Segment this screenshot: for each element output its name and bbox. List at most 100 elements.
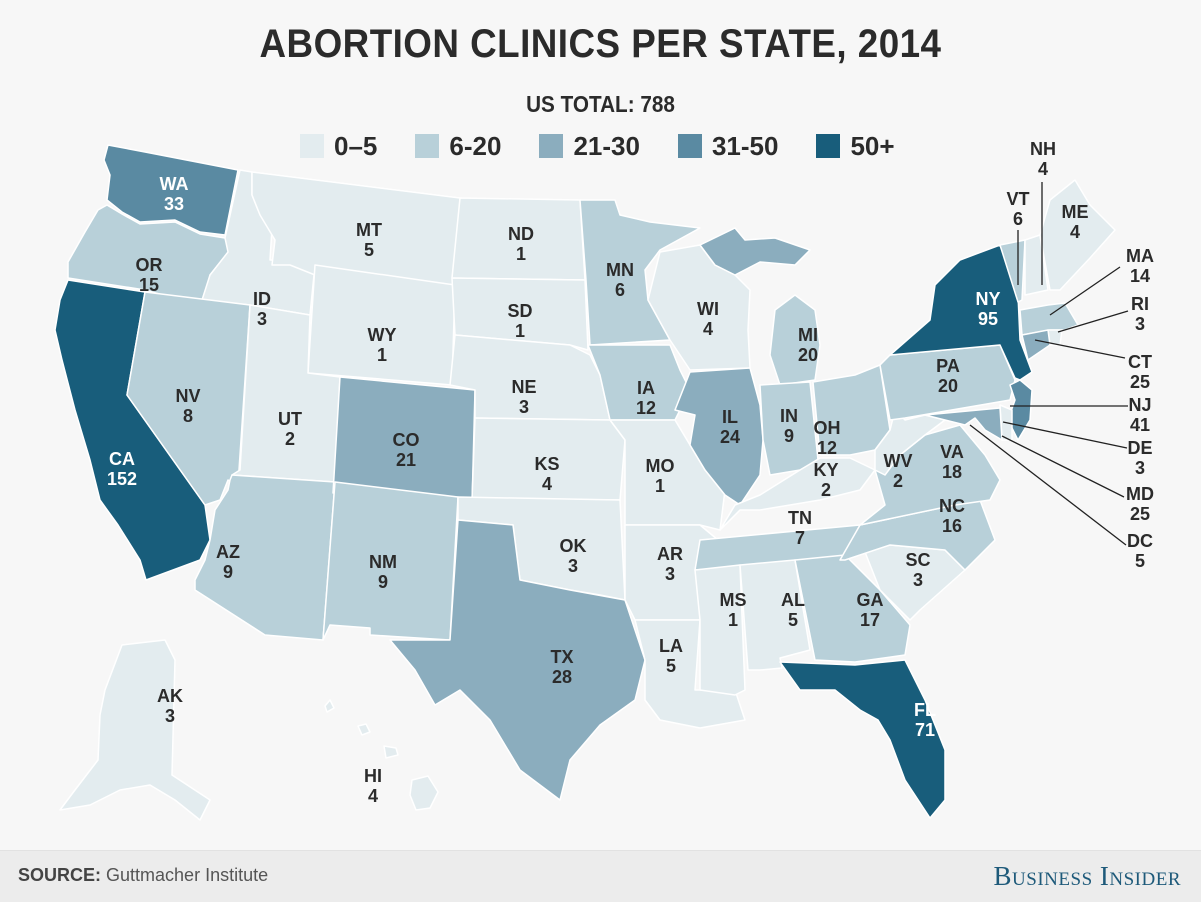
- state-code-label: TX: [550, 647, 573, 667]
- state-code-label: AL: [781, 590, 805, 610]
- state-code-label: SC: [905, 550, 930, 570]
- state-mi: [699, 227, 811, 276]
- state-code-label: OR: [136, 255, 163, 275]
- state-ky: [719, 457, 876, 531]
- state-code-label: LA: [659, 636, 683, 656]
- state-code-label: AK: [157, 686, 183, 706]
- state-code-label: FL: [914, 700, 936, 720]
- state-code-label: MN: [606, 260, 634, 280]
- legend-swatch: [415, 134, 440, 158]
- state-fl: [779, 659, 946, 819]
- state-value-label: 9: [223, 562, 233, 582]
- state-code-label: MT: [356, 220, 382, 240]
- state-value-label: 3: [519, 397, 529, 417]
- state-hi: [357, 723, 371, 736]
- state-value-label: 2: [285, 429, 295, 449]
- state-code-label: IA: [637, 378, 655, 398]
- state-value-label: 9: [378, 572, 388, 592]
- state-code-label: VA: [940, 442, 964, 462]
- state-value-label: 1: [515, 321, 525, 341]
- state-value-label: 3: [165, 706, 175, 726]
- state-value-label: 2: [821, 480, 831, 500]
- state-value-label: 15: [139, 275, 159, 295]
- state-sd: [451, 277, 589, 351]
- state-value-label: 5: [788, 610, 798, 630]
- state-value-label: 20: [798, 345, 818, 365]
- legend-label: 21-30: [573, 130, 640, 161]
- state-value-label: 18: [942, 462, 962, 482]
- state-value-label: 41: [1130, 415, 1150, 435]
- state-value-label: 1: [728, 610, 738, 630]
- state-value-label: 20: [938, 376, 958, 396]
- state-code-label: IL: [722, 407, 738, 427]
- legend-label: 0–5: [334, 130, 378, 161]
- leader-line-ri: [1057, 310, 1129, 333]
- leader-line-ct: [1034, 339, 1126, 359]
- state-value-label: 3: [568, 556, 578, 576]
- state-mn: [579, 199, 701, 346]
- state-code-label: VT: [1006, 189, 1029, 209]
- state-nm: [322, 481, 459, 641]
- state-value-label: 12: [817, 438, 837, 458]
- state-code-label: MD: [1126, 484, 1154, 504]
- source-credit: SOURCE: Guttmacher Institute: [18, 865, 268, 886]
- leader-line-md: [1001, 435, 1125, 498]
- state-il: [674, 367, 764, 506]
- state-hi: [409, 775, 439, 811]
- state-code-label: ND: [508, 224, 534, 244]
- state-value-label: 5: [1135, 551, 1145, 571]
- legend-item-21-30: 21-30: [539, 131, 640, 162]
- state-value-label: 25: [1130, 504, 1150, 524]
- state-vt: [999, 239, 1026, 303]
- state-code-label: NY: [975, 289, 1000, 309]
- state-code-label: ID: [253, 289, 271, 309]
- state-value-label: 7: [795, 528, 805, 548]
- state-value-label: 71: [915, 720, 935, 740]
- state-value-label: 152: [107, 469, 137, 489]
- leader-line-de: [1002, 421, 1128, 449]
- state-value-label: 2: [893, 471, 903, 491]
- source-text: Guttmacher Institute: [106, 865, 269, 885]
- state-code-label: NM: [369, 552, 397, 572]
- state-mi: [769, 294, 821, 386]
- chart-title: ABORTION CLINICS PER STATE, 2014: [259, 22, 942, 66]
- state-la: [634, 619, 746, 729]
- state-value-label: 5: [666, 656, 676, 676]
- state-tx: [389, 519, 646, 801]
- state-code-label: TN: [788, 508, 812, 528]
- legend-label: 31-50: [711, 130, 779, 161]
- state-value-label: 3: [913, 570, 923, 590]
- state-value-label: 4: [542, 474, 552, 494]
- state-value-label: 28: [552, 667, 572, 687]
- state-code-label: OH: [814, 418, 841, 438]
- state-value-label: 3: [1135, 314, 1145, 334]
- state-value-label: 6: [1013, 209, 1023, 229]
- state-hi: [324, 699, 335, 713]
- state-value-label: 4: [703, 319, 713, 339]
- us-choropleth-map: WA33OR15CA152ID3NV8MT5WY1UT2AZ9CO21NM9ND…: [54, 139, 1154, 821]
- legend-swatch: [677, 134, 702, 158]
- state-ga: [794, 554, 911, 663]
- state-value-label: 4: [1070, 222, 1080, 242]
- state-value-label: 21: [396, 450, 416, 470]
- state-code-label: MO: [646, 456, 675, 476]
- footer: SOURCE: Guttmacher Institute Business In…: [0, 850, 1201, 902]
- state-value-label: 6: [615, 280, 625, 300]
- legend-item-50-plus: 50+: [816, 130, 895, 162]
- state-code-label: NJ: [1128, 395, 1151, 415]
- state-value-label: 1: [516, 244, 526, 264]
- state-value-label: 1: [377, 345, 387, 365]
- state-code-label: IN: [780, 406, 798, 426]
- state-value-label: 24: [720, 427, 740, 447]
- state-code-label: OK: [560, 536, 587, 556]
- state-code-label: AZ: [216, 542, 240, 562]
- state-value-label: 3: [257, 309, 267, 329]
- legend-label: 50+: [850, 130, 895, 161]
- legend-label: 6-20: [449, 130, 502, 161]
- state-me: [1039, 179, 1116, 291]
- brand-logo: Business Insider: [993, 861, 1181, 891]
- leader-line-dc: [969, 424, 1127, 546]
- state-code-label: MA: [1126, 246, 1154, 266]
- state-code-label: WY: [368, 325, 397, 345]
- state-value-label: 3: [1135, 458, 1145, 478]
